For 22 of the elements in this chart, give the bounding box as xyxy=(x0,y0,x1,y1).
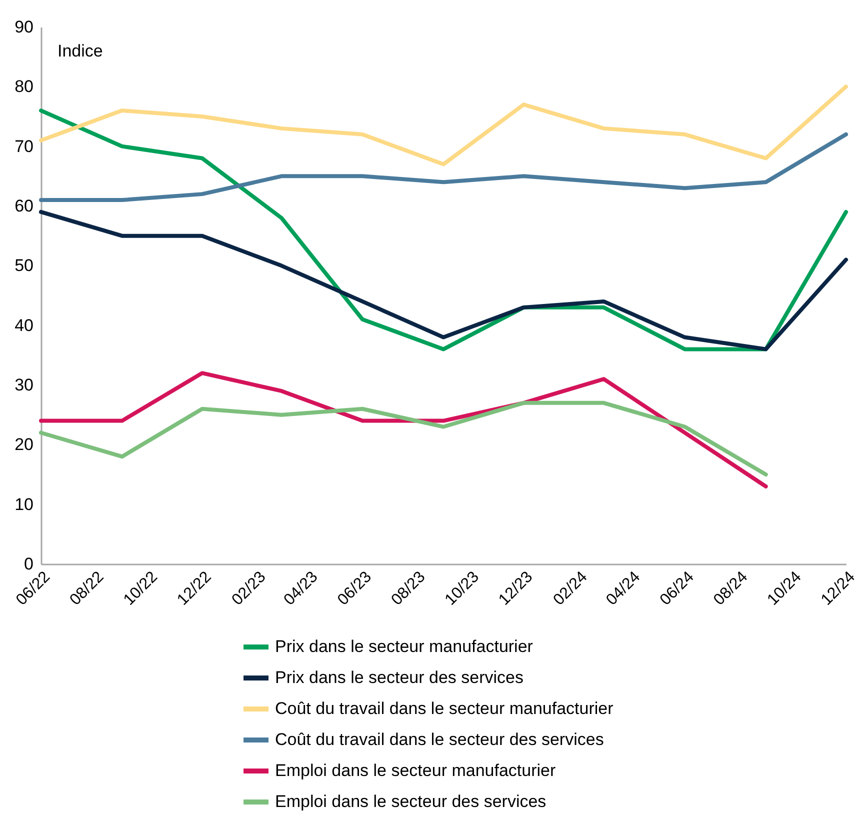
y-axis-title: Indice xyxy=(58,42,103,60)
y-tick-label: 20 xyxy=(14,435,34,454)
legend-label: Prix dans le secteur manufacturier xyxy=(275,637,534,656)
y-tick-label: 70 xyxy=(14,136,34,156)
legend-label: Prix dans le secteur des services xyxy=(275,668,524,687)
line-series xyxy=(39,400,768,476)
y-tick-label: 10 xyxy=(14,494,34,514)
y-tick-label: 60 xyxy=(14,196,34,216)
line-series xyxy=(39,108,848,352)
y-tick-label: 30 xyxy=(14,376,34,394)
legend-label: Coût du travail dans le secteur des services xyxy=(275,730,604,749)
y-tick-label: 50 xyxy=(14,256,34,276)
line-series xyxy=(39,132,848,202)
line-series xyxy=(39,210,848,352)
legend-label: Emploi dans le secteur manufacturier xyxy=(275,761,556,780)
legend-label: Coût du travail dans le secteur manufacturier xyxy=(275,699,614,718)
y-tick-label: 40 xyxy=(14,316,34,335)
legend-label: Emploi dans le secteur des services xyxy=(275,792,546,811)
y-tick-label: 80 xyxy=(14,77,34,96)
y-tick-label: 0 xyxy=(24,554,34,574)
y-tick-label: 90 xyxy=(14,18,34,36)
line-series xyxy=(39,84,848,166)
